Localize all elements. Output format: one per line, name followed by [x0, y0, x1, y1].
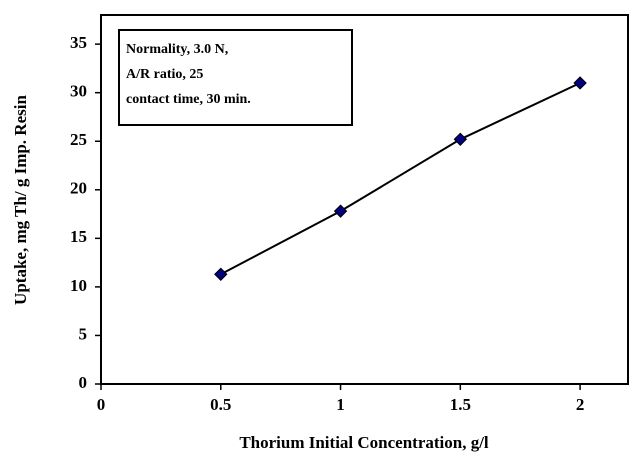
annotation: contact time, 30 min.: [126, 92, 251, 107]
y-axis-label: Uptake, mg Th/ g Imp. Resin: [11, 95, 30, 305]
annotation-box: [118, 29, 353, 126]
y-tick-label: 10: [70, 276, 87, 295]
y-tick-label: 20: [70, 179, 87, 198]
y-tick-label: 5: [79, 324, 88, 343]
marker: [333, 204, 348, 218]
y-tick-label: 0: [79, 373, 88, 392]
y-tick-label: 35: [70, 33, 87, 52]
x-tick-label: 2: [576, 395, 585, 414]
x-tick-label: 1: [336, 395, 345, 414]
x-tick-label: 0: [97, 395, 106, 414]
y-tick-label: 25: [70, 130, 87, 149]
marker: [573, 76, 587, 90]
y-tick-label: 30: [70, 82, 87, 101]
x-axis-label: Thorium Initial Concentration, g/l: [239, 433, 489, 452]
y-tick-label: 15: [70, 227, 87, 246]
series-line: [220, 82, 581, 276]
marker: [214, 267, 228, 281]
marker: [453, 132, 468, 147]
plot-frame: [100, 14, 629, 385]
x-tick-label: 1.5: [450, 395, 471, 414]
annotation: A/R ratio, 25: [126, 67, 203, 82]
x-tick-label: 0.5: [210, 395, 231, 414]
annotation: Normality, 3.0 N,: [126, 42, 228, 57]
